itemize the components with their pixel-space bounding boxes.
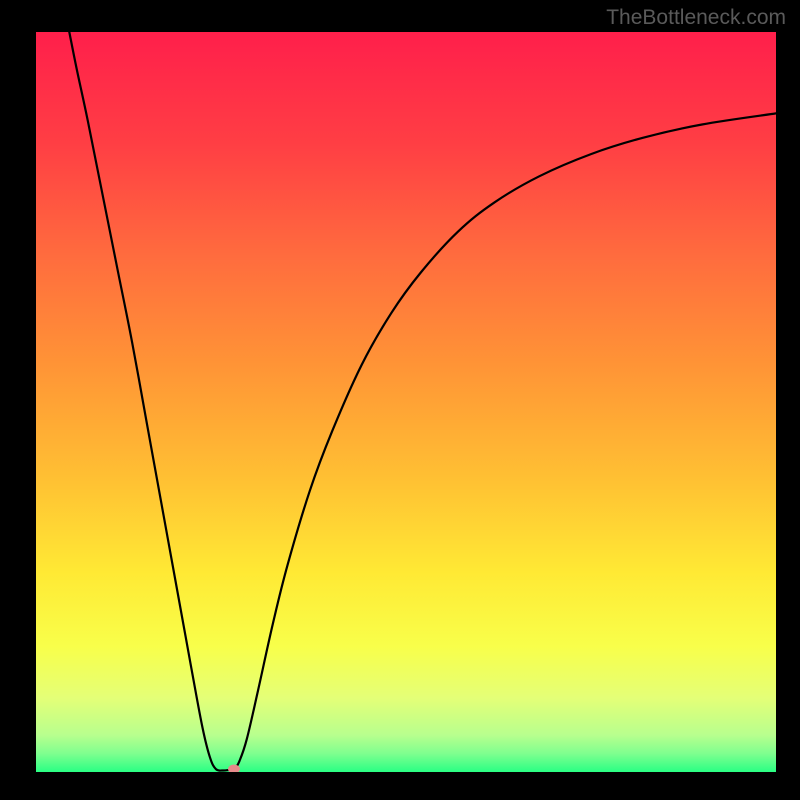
bottleneck-curve bbox=[36, 32, 776, 772]
watermark-text: TheBottleneck.com bbox=[606, 6, 786, 30]
minimum-marker bbox=[228, 765, 240, 772]
plot-area bbox=[36, 32, 776, 772]
